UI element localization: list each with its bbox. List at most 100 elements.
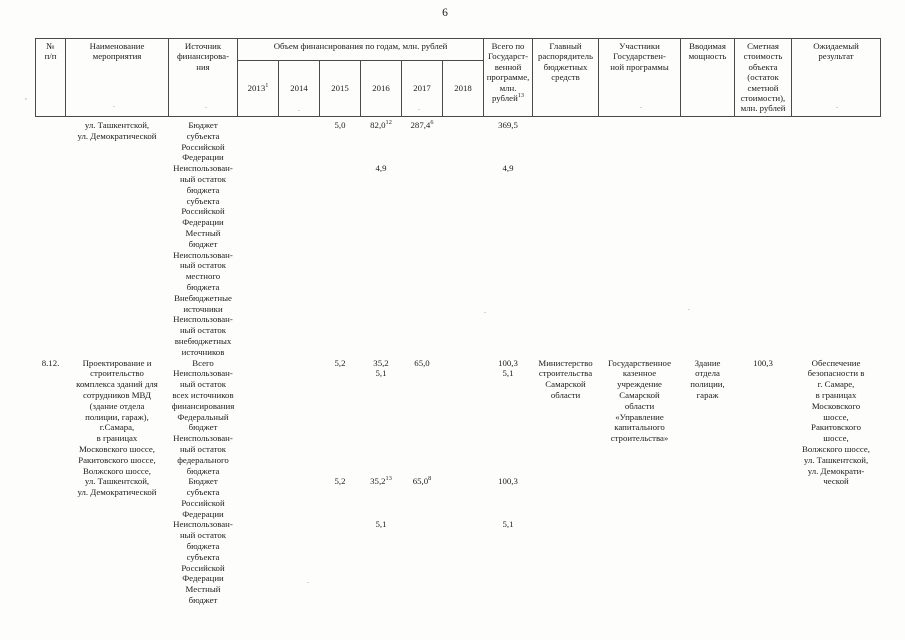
year-value-cell [238, 293, 279, 315]
program-total-cell [484, 584, 533, 606]
program-total-cell [484, 412, 533, 434]
year-value-cell [279, 163, 320, 228]
header-col-participants: Участники Государствен- ной программы [598, 38, 682, 117]
year-value-cell [238, 368, 279, 411]
year-value-cell: 4,9 [361, 163, 402, 228]
program-total-cell: 100,3 [484, 358, 533, 369]
year-value-cell [279, 314, 320, 357]
table-row: Местный бюджет [36, 584, 881, 606]
table-row: Федеральный бюджет [36, 412, 881, 434]
year-value-cell: 65,0 [402, 358, 443, 369]
year-value-cell [443, 519, 484, 584]
year-value-cell [361, 433, 402, 476]
program-total-cell-text: 100,3 [498, 357, 518, 368]
participants-cell: Государственное казенное учреждение Сама… [599, 358, 681, 606]
scan-artifact: . [298, 104, 300, 113]
year-value-cell [320, 433, 361, 476]
year-value-cell [279, 584, 320, 606]
header-col-cost: Сметная стоимость объекта (остаток сметн… [734, 38, 793, 117]
year-value-cell [443, 358, 484, 369]
measure-name-cell: ул. Ташкентской, ул. Демократической [66, 117, 169, 358]
year-value-cell [443, 412, 484, 434]
year-value-cell [402, 412, 443, 434]
funding-source-cell-text: Неиспользован- ный остаток всех источник… [171, 368, 235, 411]
year-value-cell [279, 358, 320, 369]
measure-name-cell: Проектирование и строительство комплекса… [66, 358, 169, 606]
program-total-cell [484, 250, 533, 293]
year-value-cell [320, 368, 361, 411]
funding-source-cell: Неиспользован- ный остаток всех источник… [169, 368, 238, 411]
year-value-cell [279, 412, 320, 434]
funding-source-cell-text: Неиспользован- ный остаток внебюджетных … [173, 314, 233, 357]
funding-source-cell-text: Федеральный бюджет [177, 411, 229, 433]
program-total-cell-text: 100,3 [498, 476, 518, 487]
header-col-result: Ожидаемый результат [791, 38, 882, 117]
year-label: 2013 [247, 83, 266, 94]
scan-artifact: . [640, 101, 642, 110]
participants-cell [599, 117, 681, 358]
footnote-marker: 13 [517, 92, 525, 100]
year-value-cell [402, 314, 443, 357]
year-value-cell [443, 476, 484, 519]
program-total-cell [484, 293, 533, 315]
year-value-cell [320, 228, 361, 250]
funding-source-cell: Неиспользован- ный остаток местного бюдж… [169, 250, 238, 293]
year-value-cell [402, 519, 443, 584]
scan-artifact: . [836, 101, 838, 110]
header-year-2015: 2015 [319, 60, 361, 117]
year-value-cell [320, 519, 361, 584]
year-value-cell [361, 250, 402, 293]
cost-cell: 100,3 [735, 358, 792, 606]
year-value-cell-text: 5,0 [334, 120, 346, 130]
header-year-2017: 2017 [401, 60, 443, 117]
footnote-marker: 13 [385, 475, 392, 483]
measure-name-cell-text: Проектирование и строительство комплекса… [76, 357, 158, 498]
program-total-cell: 369,5 [484, 117, 533, 164]
year-value-cell [361, 314, 402, 357]
capacity-cell [681, 117, 735, 358]
year-value-cell-text: 5,2 [334, 476, 346, 487]
year-value-cell [279, 368, 320, 411]
table-row: Неиспользован- ный остаток федерального … [36, 433, 881, 476]
funding-source-cell: Внебюджетные источники [169, 293, 238, 315]
funding-source-cell-text: Неиспользован- ный остаток бюджета субъе… [173, 519, 233, 584]
year-value-cell [238, 358, 279, 369]
participants-cell-text: Государственное казенное учреждение Сама… [608, 357, 671, 444]
year-value-cell-text: 4,9 [375, 163, 387, 174]
table-row: Неиспользован- ный остаток бюджета субъе… [36, 519, 881, 584]
year-value-cell [238, 412, 279, 434]
funding-source-cell-text: Неиспользован- ный остаток бюджета субъе… [173, 163, 233, 228]
year-value-cell [402, 433, 443, 476]
funding-source-cell: Бюджет субъекта Российской Федерации [169, 476, 238, 519]
year-value-cell: 82,012 [361, 117, 402, 164]
funding-source-cell: Неиспользован- ный остаток бюджета субъе… [169, 163, 238, 228]
row-number-cell [36, 117, 66, 358]
scan-artifact: . [418, 103, 420, 112]
funding-source-cell: Неиспользован- ный остаток федерального … [169, 433, 238, 476]
program-total-cell: 5,1 [484, 368, 533, 411]
program-total-cell [484, 228, 533, 250]
year-value-cell [443, 250, 484, 293]
year-value-cell: 5,1 [361, 368, 402, 411]
funding-source-cell-text: Местный бюджет [185, 584, 221, 606]
year-value-cell [402, 368, 443, 411]
header-col-grbs: Главный распорядитель бюджетных средств [532, 38, 600, 117]
funding-source-cell-text: Всего [192, 357, 214, 368]
year-value-cell [402, 293, 443, 315]
funding-source-cell: Местный бюджет [169, 228, 238, 250]
row-number-cell: 8.12. [36, 358, 66, 606]
year-value-cell [320, 163, 361, 228]
program-total-cell: 100,3 [484, 476, 533, 519]
header-col-source: Источник финансирова- ния [168, 38, 238, 117]
year-value-cell: 35,213 [361, 476, 402, 519]
table-row: ул. Ташкентской, ул. Демократической Бюдж… [36, 117, 881, 164]
footnote-marker: 8 [428, 475, 432, 483]
table-row: Внебюджетные источники [36, 293, 881, 315]
table-row: Неиспользован- ный остаток бюджета субъе… [36, 163, 881, 228]
footnote-marker: 6 [430, 119, 434, 127]
scan-artifact: . [484, 306, 486, 315]
year-value-cell [238, 117, 279, 164]
header-year-2016: 2016 [360, 60, 402, 117]
year-value-cell [279, 228, 320, 250]
year-value-cell [279, 433, 320, 476]
